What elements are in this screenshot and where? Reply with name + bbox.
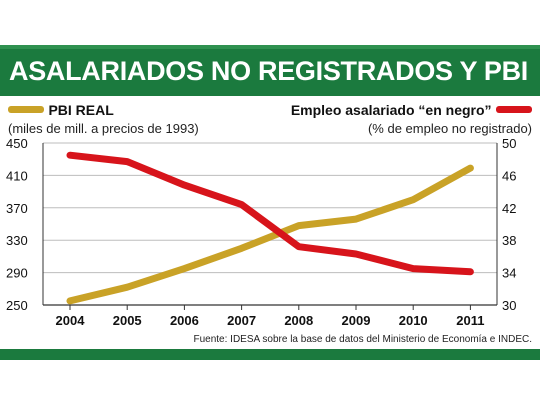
gold-line-swatch-icon [8,106,44,114]
title-banner: ASALARIADOS NO REGISTRADOS Y PBI [0,45,540,96]
x-tick-label: 2011 [456,313,484,328]
red-line-swatch-icon [496,106,532,114]
legend-empleo-name: Empleo asalariado “en negro” [290,101,492,118]
legend-empleo-unit: (% de empleo no registrado) [367,121,532,136]
x-tick-label: 2005 [113,313,142,328]
right-tick-label: 38 [502,233,516,248]
source-note: Fuente: IDESA sobre la base de datos del… [193,334,532,345]
pbi-real-line [66,164,474,305]
bottom-banner [0,349,540,360]
left-tick-label: 250 [6,298,28,313]
right-tick-label: 46 [502,168,516,183]
left-tick-label: 410 [6,168,28,183]
left-tick-label: 290 [6,266,28,281]
empleo-negro-line [66,151,474,276]
right-tick-label: 30 [502,298,516,313]
legend-pbi-name: PBI REAL [48,101,114,118]
legend-pbi-unit: (miles de mill. a precios de 1993) [8,121,199,136]
right-tick-label: 50 [502,136,516,151]
x-tick-label: 2008 [284,313,313,328]
right-tick-label: 42 [502,201,516,216]
x-tick-label: 2007 [227,313,256,328]
x-tick-label: 2004 [56,313,86,328]
x-tick-label: 2009 [342,313,371,328]
left-tick-label: 370 [6,201,28,216]
legend-left: PBI REAL (miles de mill. a precios de 19… [8,101,199,136]
chart-title: ASALARIADOS NO REGISTRADOS Y PBI [9,56,528,86]
x-tick-label: 2010 [399,313,428,328]
right-tick-label: 34 [502,266,516,281]
x-tick-label: 2006 [170,313,199,328]
legend-right: Empleo asalariado “en negro” (% de emple… [291,101,532,136]
left-tick-label: 330 [6,233,28,248]
left-tick-label: 450 [6,136,28,151]
